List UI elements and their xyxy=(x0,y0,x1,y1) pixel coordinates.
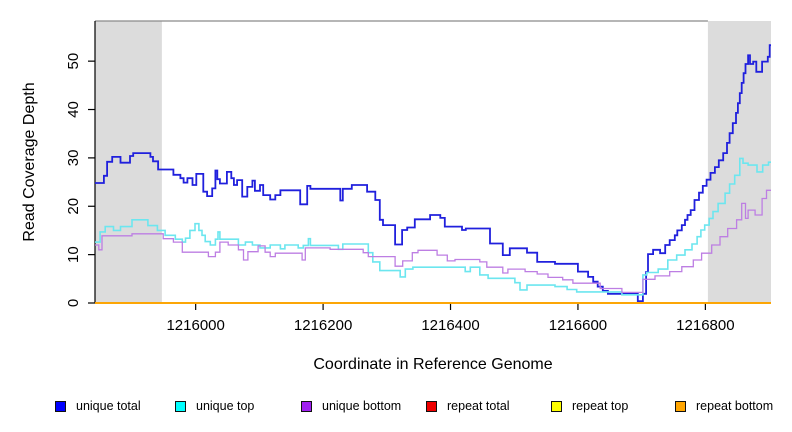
y-axis-title: Read Coverage Depth xyxy=(21,82,38,242)
y-tick-label: 30 xyxy=(65,150,82,167)
series-unique-total xyxy=(95,44,771,302)
repeat-top-swatch-icon xyxy=(551,400,562,412)
x-axis-title: Coordinate in Reference Genome xyxy=(313,356,553,373)
unique-top-swatch-icon xyxy=(175,400,186,412)
repeat-bottom-swatch-icon xyxy=(675,400,686,412)
repeat-total-swatch-icon xyxy=(426,400,437,412)
x-tick-label: 1216600 xyxy=(549,317,607,334)
legend-label: repeat top xyxy=(572,399,629,413)
legend-item-repeat-bottom: repeat bottom xyxy=(675,397,773,415)
legend-item-repeat-total: repeat total xyxy=(426,397,510,415)
legend-item-unique-bottom: unique bottom xyxy=(301,397,401,415)
series-unique-top xyxy=(95,157,771,296)
legend-item-unique-top: unique top xyxy=(175,397,254,415)
unique-bottom-swatch-icon xyxy=(301,400,312,412)
legend-label: unique top xyxy=(196,399,255,413)
y-tick-label: 10 xyxy=(65,246,82,263)
series-unique-bottom xyxy=(95,189,771,294)
x-tick-label: 1216000 xyxy=(166,317,224,334)
legend-item-unique-total: unique total xyxy=(55,397,141,415)
y-tick-label: 0 xyxy=(65,299,82,307)
y-tick-label: 20 xyxy=(65,198,82,215)
legend-label: unique bottom xyxy=(322,399,402,413)
x-tick-label: 1216200 xyxy=(294,317,352,334)
x-tick-label: 1216400 xyxy=(421,317,479,334)
legend-label: repeat total xyxy=(447,399,510,413)
y-tick-label: 50 xyxy=(65,53,82,70)
chart-legend: unique total unique top unique bottom re… xyxy=(0,397,792,417)
x-tick-label: 1216800 xyxy=(676,317,734,334)
legend-label: unique total xyxy=(76,399,141,413)
y-tick-label: 40 xyxy=(65,101,82,118)
unique-total-swatch-icon xyxy=(55,400,66,412)
legend-label: repeat bottom xyxy=(696,399,774,413)
legend-item-repeat-top: repeat top xyxy=(551,397,628,415)
